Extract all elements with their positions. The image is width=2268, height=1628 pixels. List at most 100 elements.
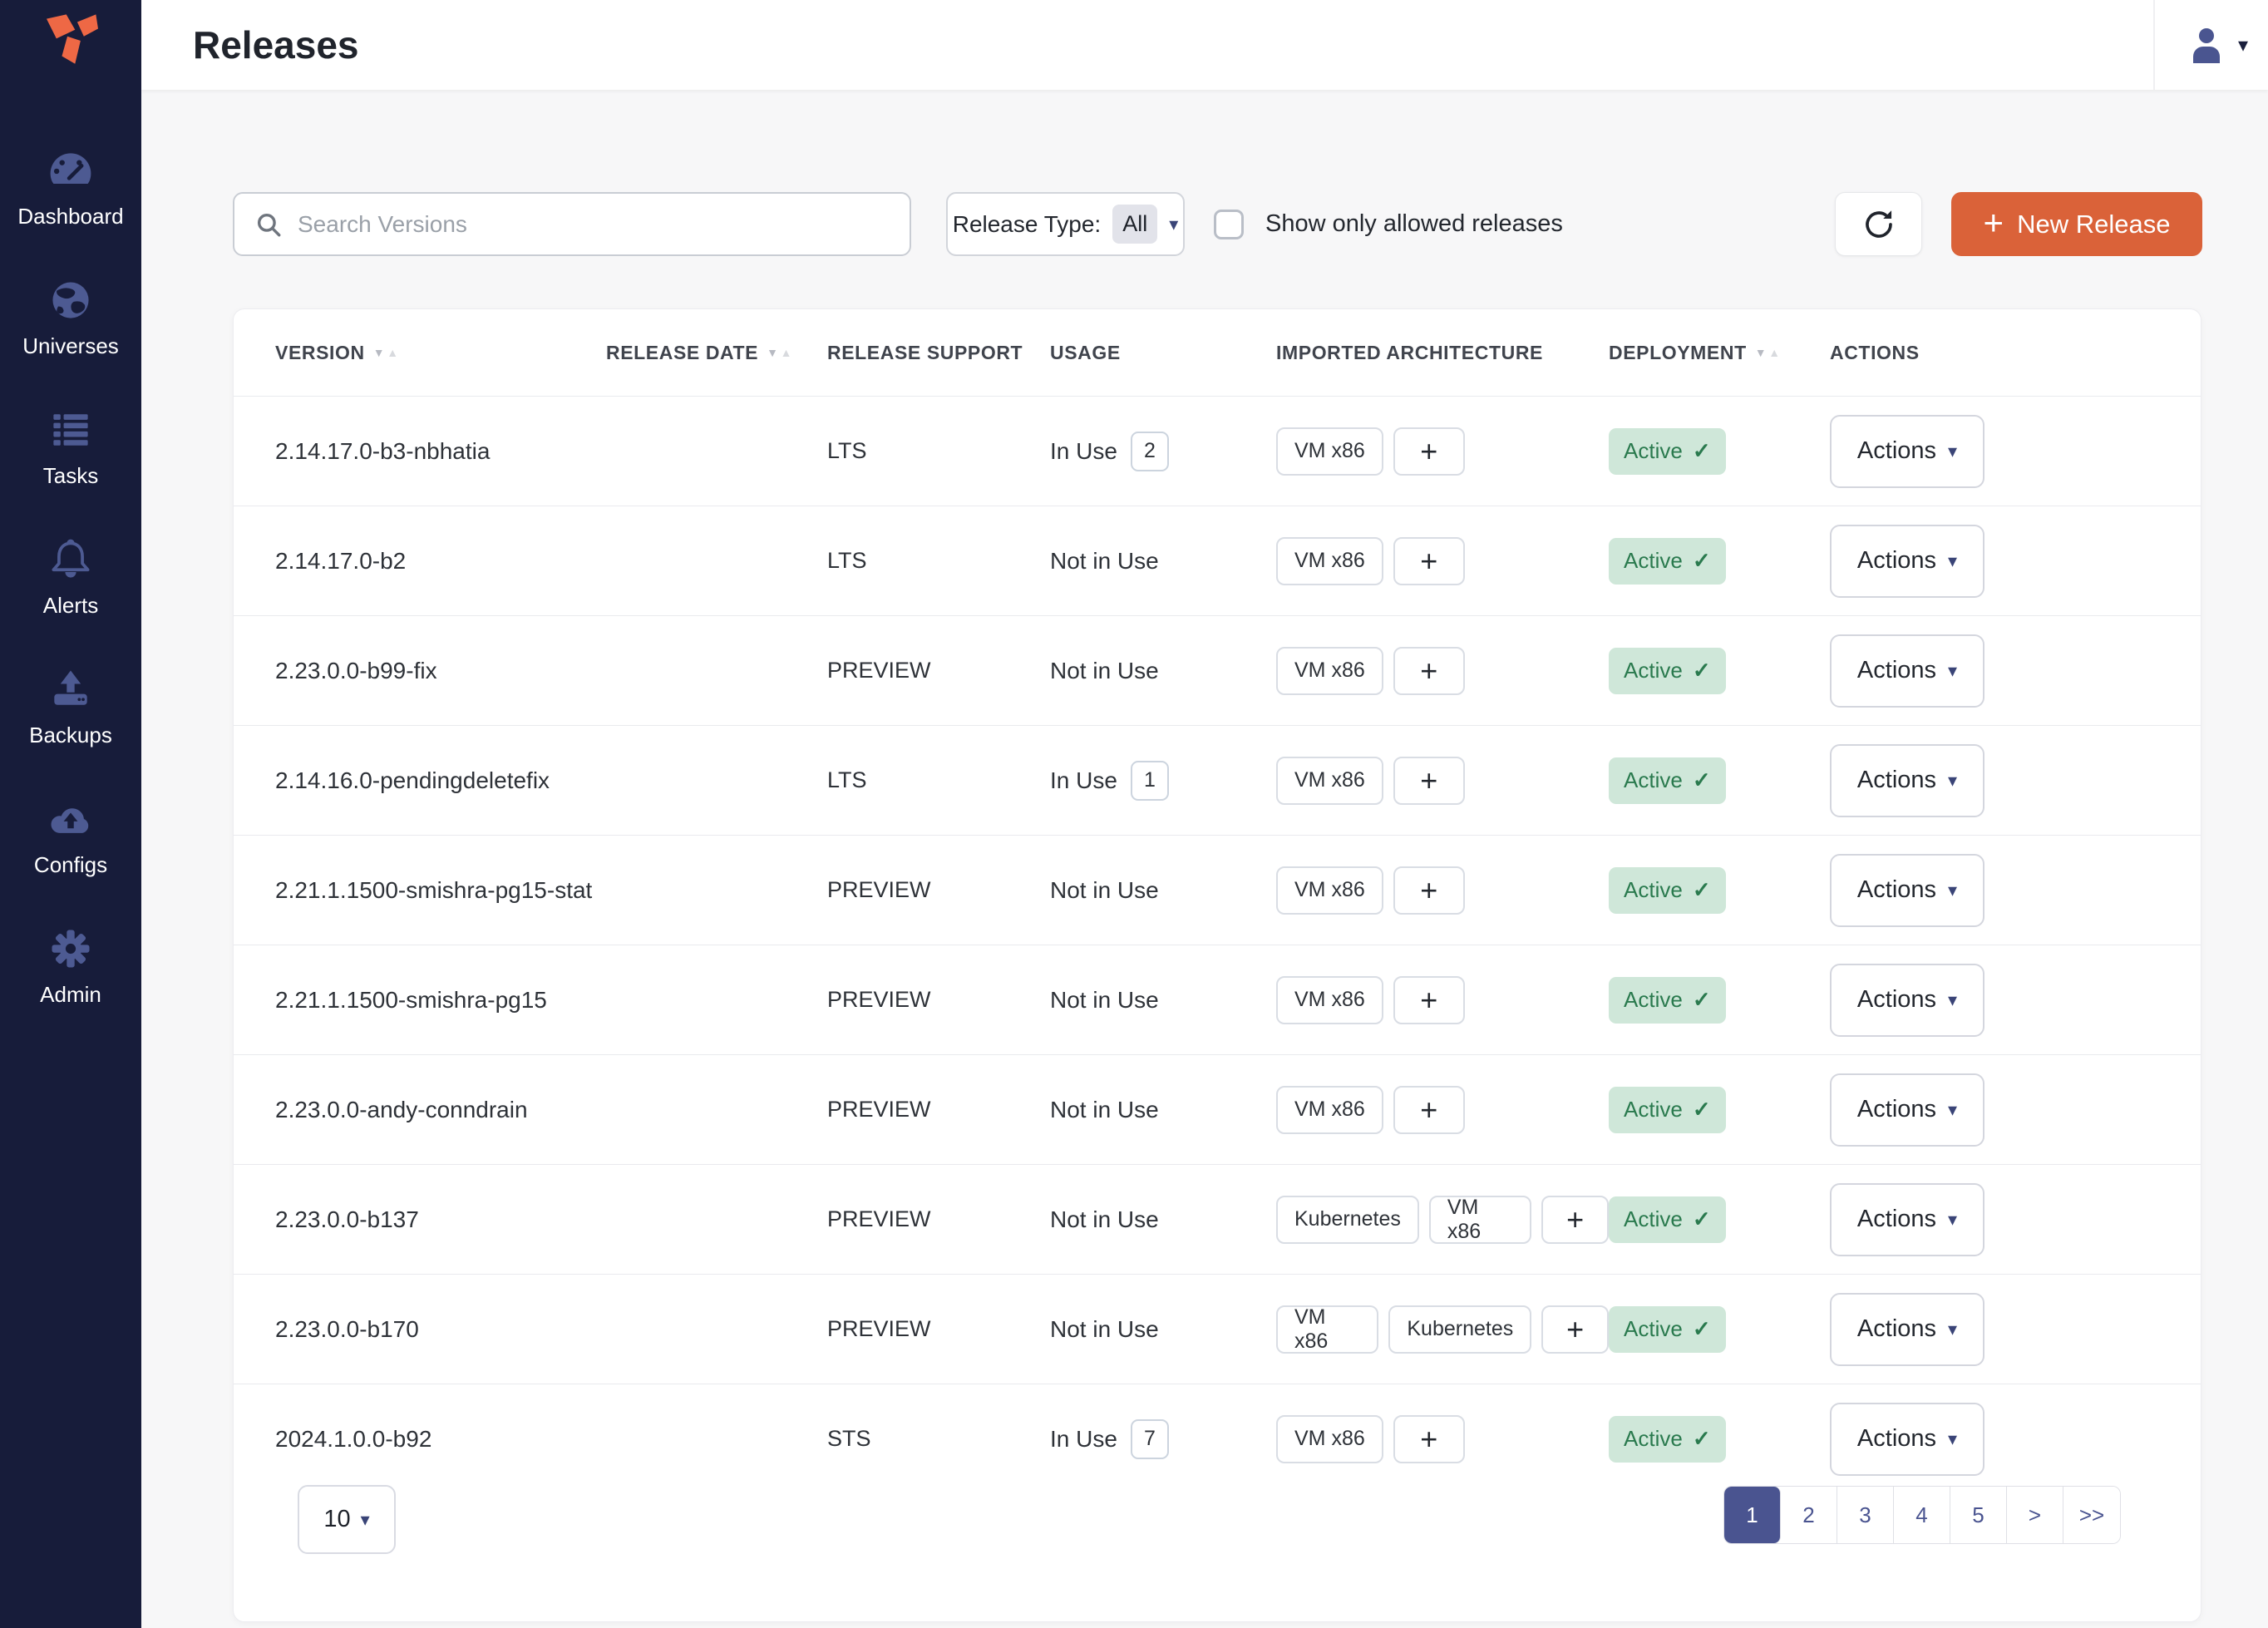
add-architecture-button[interactable]: + bbox=[1393, 756, 1465, 805]
actions-button-label: Actions bbox=[1856, 1315, 1937, 1342]
usage-cell: Not in Use bbox=[1050, 1097, 1276, 1123]
deployment-cell: Active ✓ bbox=[1609, 1415, 1830, 1463]
actions-cell: Actions ▾ bbox=[1830, 853, 2202, 927]
deployment-cell: Active ✓ bbox=[1609, 427, 1830, 475]
version-cell: 2.14.17.0-b3-nbhatia bbox=[275, 437, 491, 464]
deployment-status-label: Active bbox=[1624, 1206, 1683, 1231]
page-size-select[interactable]: 10 ▾ bbox=[298, 1485, 396, 1554]
usage-label: Not in Use bbox=[1050, 876, 1159, 903]
sidebar-item-universes[interactable]: Universes bbox=[0, 253, 141, 382]
page-button-3[interactable]: 3 bbox=[1837, 1487, 1894, 1543]
show-only-allowed-label: Show only allowed releases bbox=[1265, 210, 1563, 237]
actions-button[interactable]: Actions ▾ bbox=[1830, 1292, 1984, 1366]
deployment-status-toggle[interactable]: Active ✓ bbox=[1609, 1196, 1726, 1243]
add-architecture-button[interactable]: + bbox=[1393, 866, 1465, 915]
sidebar-item-alerts[interactable]: Alerts bbox=[0, 512, 141, 642]
release-support-cell: PREVIEW bbox=[827, 1316, 931, 1341]
deployment-status-toggle[interactable]: Active ✓ bbox=[1609, 976, 1726, 1024]
user-menu[interactable]: ▾ bbox=[2190, 0, 2248, 90]
column-header-imported-architecture: IMPORTED ARCHITECTURE bbox=[1276, 342, 1609, 364]
deployment-status-toggle[interactable]: Active ✓ bbox=[1609, 537, 1726, 585]
deployment-cell: Active ✓ bbox=[1609, 757, 1830, 804]
release-support-cell: STS bbox=[827, 1426, 871, 1451]
cloud-upload-icon bbox=[45, 796, 96, 842]
deployment-status-toggle[interactable]: Active ✓ bbox=[1609, 1086, 1726, 1133]
show-only-allowed-checkbox[interactable] bbox=[1214, 209, 1244, 239]
add-architecture-button[interactable]: + bbox=[1541, 1195, 1609, 1244]
column-header-version[interactable]: VERSION ▼ ▲ bbox=[275, 342, 606, 364]
page-button-2[interactable]: 2 bbox=[1781, 1487, 1837, 1543]
plus-icon: + bbox=[1420, 1421, 1438, 1456]
release-support-cell: PREVIEW bbox=[827, 1206, 931, 1231]
sidebar-item-admin[interactable]: Admin bbox=[0, 901, 141, 1031]
column-header-deployment[interactable]: DEPLOYMENT ▼ ▲ bbox=[1609, 342, 1830, 364]
actions-button[interactable]: Actions ▾ bbox=[1830, 1073, 1984, 1147]
add-architecture-button[interactable]: + bbox=[1393, 427, 1465, 476]
deployment-status-toggle[interactable]: Active ✓ bbox=[1609, 866, 1726, 914]
sidebar-item-label: Alerts bbox=[42, 592, 99, 618]
add-architecture-button[interactable]: + bbox=[1541, 1305, 1609, 1354]
table-row: 2.14.17.0-b2 LTS Not in Use VM x86 + Act… bbox=[234, 506, 2201, 615]
check-icon: ✓ bbox=[1692, 548, 1711, 573]
add-architecture-button[interactable]: + bbox=[1393, 646, 1465, 695]
check-icon: ✓ bbox=[1692, 987, 1711, 1012]
sidebar-item-dashboard[interactable]: Dashboard bbox=[0, 123, 141, 253]
release-support-cell: PREVIEW bbox=[827, 658, 931, 683]
sidebar-item-configs[interactable]: Configs bbox=[0, 772, 141, 901]
add-architecture-button[interactable]: + bbox=[1393, 536, 1465, 585]
deployment-status-toggle[interactable]: Active ✓ bbox=[1609, 757, 1726, 804]
deployment-status-toggle[interactable]: Active ✓ bbox=[1609, 1305, 1726, 1353]
actions-button[interactable]: Actions ▾ bbox=[1830, 524, 1984, 598]
table-row: 2.23.0.0-b170 PREVIEW Not in Use VM x86 … bbox=[234, 1274, 2201, 1384]
column-label: VERSION bbox=[275, 341, 365, 363]
plus-icon: + bbox=[1420, 433, 1438, 468]
table-row: 2.14.17.0-b3-nbhatia LTS In Use 2 VM x86… bbox=[234, 396, 2201, 506]
actions-button[interactable]: Actions ▾ bbox=[1830, 414, 1984, 488]
last-page-button[interactable]: >> bbox=[2063, 1487, 2120, 1543]
column-header-release-date[interactable]: RELEASE DATE ▼ ▲ bbox=[606, 342, 827, 364]
usage-cell: In Use 1 bbox=[1050, 760, 1276, 801]
sidebar-item-tasks[interactable]: Tasks bbox=[0, 382, 141, 512]
actions-button[interactable]: Actions ▾ bbox=[1830, 1182, 1984, 1256]
usage-count-badge: 7 bbox=[1130, 1418, 1169, 1459]
architecture-cell: Kubernetes VM x86 + bbox=[1276, 1195, 1609, 1244]
search-input[interactable] bbox=[296, 210, 890, 239]
sidebar-item-label: Universes bbox=[22, 333, 119, 358]
page-button-5[interactable]: 5 bbox=[1950, 1487, 2007, 1543]
actions-button[interactable]: Actions ▾ bbox=[1830, 743, 1984, 817]
caret-down-icon: ▾ bbox=[1948, 1428, 1958, 1449]
usage-label: Not in Use bbox=[1050, 657, 1159, 683]
page-button-1[interactable]: 1 bbox=[1724, 1487, 1781, 1543]
check-icon: ✓ bbox=[1692, 1316, 1711, 1341]
deployment-status-toggle[interactable]: Active ✓ bbox=[1609, 427, 1726, 475]
next-page-button[interactable]: > bbox=[2007, 1487, 2063, 1543]
sidebar-item-backups[interactable]: Backups bbox=[0, 642, 141, 772]
search-icon bbox=[257, 213, 281, 236]
deployment-status-label: Active bbox=[1624, 1426, 1683, 1451]
usage-label: Not in Use bbox=[1050, 1315, 1159, 1342]
release-type-filter[interactable]: Release Type: All ▾ bbox=[946, 192, 1185, 256]
add-architecture-button[interactable]: + bbox=[1393, 975, 1465, 1024]
column-header-usage: USAGE bbox=[1050, 342, 1276, 364]
new-release-button[interactable]: + New Release bbox=[1951, 192, 2202, 256]
version-cell: 2.23.0.0-b170 bbox=[275, 1315, 419, 1342]
usage-cell: Not in Use bbox=[1050, 877, 1276, 904]
plus-icon: + bbox=[1420, 543, 1438, 578]
release-support-cell: LTS bbox=[827, 767, 867, 792]
actions-button[interactable]: Actions ▾ bbox=[1830, 1402, 1984, 1476]
column-label: IMPORTED ARCHITECTURE bbox=[1276, 341, 1543, 363]
add-architecture-button[interactable]: + bbox=[1393, 1414, 1465, 1463]
architecture-cell: VM x86 Kubernetes + bbox=[1276, 1305, 1609, 1354]
page-button-4[interactable]: 4 bbox=[1894, 1487, 1950, 1543]
actions-button[interactable]: Actions ▾ bbox=[1830, 634, 1984, 708]
deployment-cell: Active ✓ bbox=[1609, 1305, 1830, 1353]
refresh-button[interactable] bbox=[1835, 192, 1922, 256]
deployment-status-toggle[interactable]: Active ✓ bbox=[1609, 1415, 1726, 1463]
actions-button-label: Actions bbox=[1856, 986, 1937, 1013]
yugabyte-logo[interactable] bbox=[43, 13, 98, 80]
add-architecture-button[interactable]: + bbox=[1393, 1085, 1465, 1134]
actions-button[interactable]: Actions ▾ bbox=[1830, 853, 1984, 927]
actions-button[interactable]: Actions ▾ bbox=[1830, 963, 1984, 1037]
actions-cell: Actions ▾ bbox=[1830, 1292, 2202, 1366]
deployment-status-toggle[interactable]: Active ✓ bbox=[1609, 647, 1726, 694]
